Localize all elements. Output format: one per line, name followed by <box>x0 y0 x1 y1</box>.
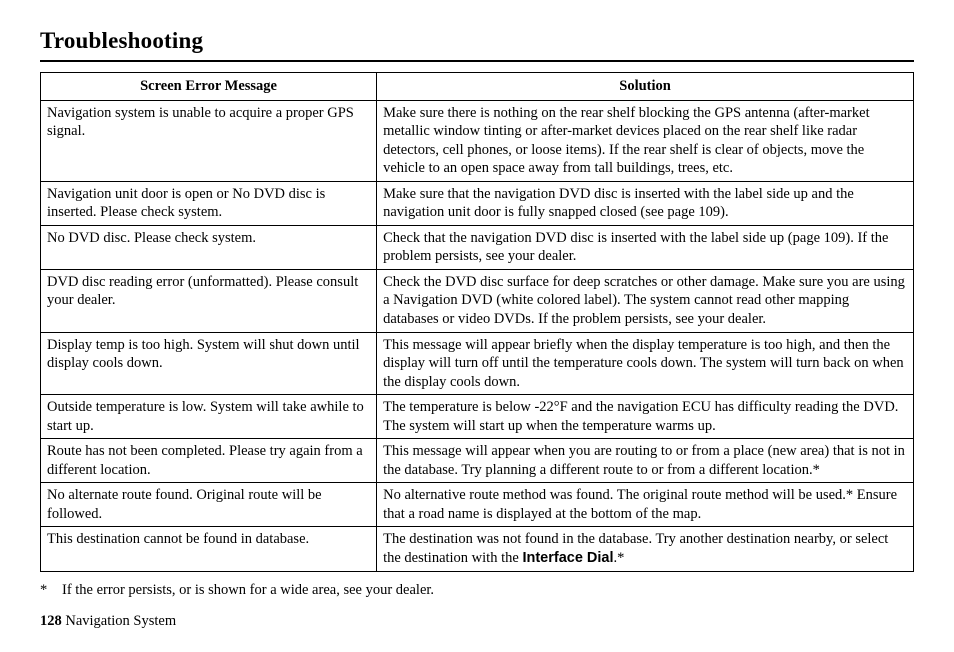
page-footer: 128 Navigation System <box>40 613 176 630</box>
table-row: Navigation system is unable to acquire a… <box>41 100 914 181</box>
interface-dial-bold: Interface Dial <box>522 550 613 566</box>
solution-prefix: The destination was not found in the dat… <box>383 531 888 566</box>
cell-message: Navigation system is unable to acquire a… <box>41 100 377 181</box>
table-row: No alternate route found. Original route… <box>41 483 914 527</box>
cell-solution: This message will appear when you are ro… <box>377 439 914 483</box>
table-row: Display temp is too high. System will sh… <box>41 332 914 395</box>
cell-solution: Check the DVD disc surface for deep scra… <box>377 269 914 332</box>
cell-solution: This message will appear briefly when th… <box>377 332 914 395</box>
cell-solution: Make sure that the navigation DVD disc i… <box>377 181 914 225</box>
cell-solution: Make sure there is nothing on the rear s… <box>377 100 914 181</box>
table-row: No DVD disc. Please check system. Check … <box>41 225 914 269</box>
table-row: Outside temperature is low. System will … <box>41 395 914 439</box>
table-row: Route has not been completed. Please try… <box>41 439 914 483</box>
table-row: DVD disc reading error (unformatted). Pl… <box>41 269 914 332</box>
cell-message: Navigation unit door is open or No DVD d… <box>41 181 377 225</box>
title-rule <box>40 60 914 62</box>
cell-message: Display temp is too high. System will sh… <box>41 332 377 395</box>
footnote-marker: * <box>40 582 62 599</box>
cell-solution: The destination was not found in the dat… <box>377 527 914 571</box>
page-number: 128 <box>40 613 62 629</box>
cell-message: This destination cannot be found in data… <box>41 527 377 571</box>
table-row: This destination cannot be found in data… <box>41 527 914 571</box>
col-header-solution: Solution <box>377 73 914 101</box>
page-title: Troubleshooting <box>40 28 914 54</box>
cell-message: Route has not been completed. Please try… <box>41 439 377 483</box>
troubleshooting-table: Screen Error Message Solution Navigation… <box>40 72 914 572</box>
table-row: Navigation unit door is open or No DVD d… <box>41 181 914 225</box>
col-header-message: Screen Error Message <box>41 73 377 101</box>
footnote: *If the error persists, or is shown for … <box>40 582 914 599</box>
footnote-text: If the error persists, or is shown for a… <box>62 582 434 598</box>
cell-message: Outside temperature is low. System will … <box>41 395 377 439</box>
cell-solution: Check that the navigation DVD disc is in… <box>377 225 914 269</box>
cell-message: DVD disc reading error (unformatted). Pl… <box>41 269 377 332</box>
footer-section: Navigation System <box>65 613 176 629</box>
solution-suffix: .* <box>614 550 625 566</box>
cell-message: No alternate route found. Original route… <box>41 483 377 527</box>
cell-message: No DVD disc. Please check system. <box>41 225 377 269</box>
cell-solution: The temperature is below -22°F and the n… <box>377 395 914 439</box>
cell-solution: No alternative route method was found. T… <box>377 483 914 527</box>
